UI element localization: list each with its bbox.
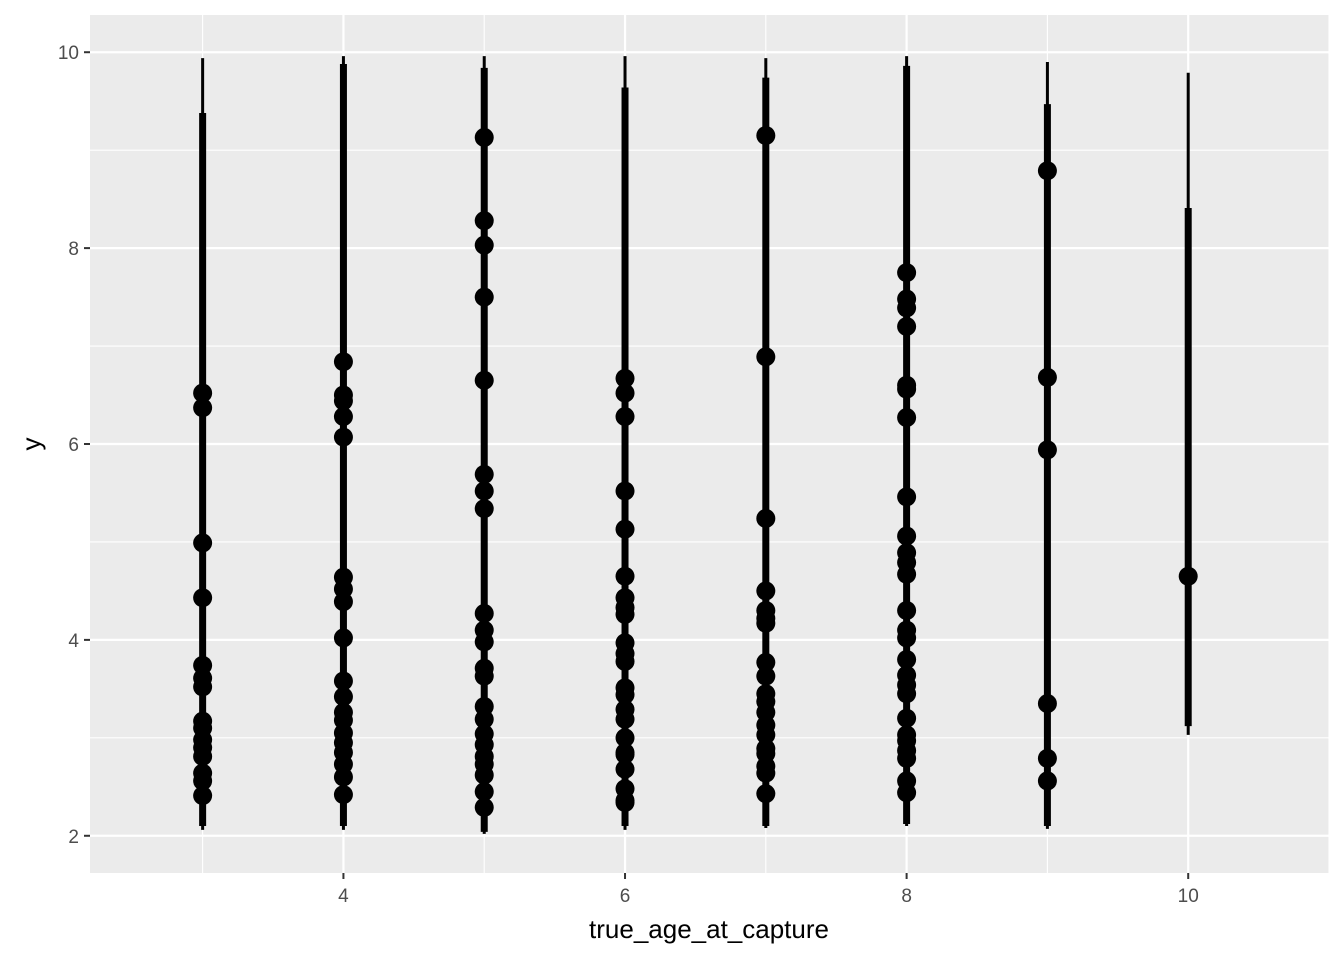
- y-tick-label: 4: [68, 631, 79, 652]
- data-point: [193, 588, 213, 608]
- x-tick-label: 6: [620, 886, 631, 907]
- data-point: [615, 728, 635, 748]
- x-tick-labels: 4 6 8 10: [338, 886, 1199, 907]
- data-marks: [193, 56, 1198, 834]
- data-point: [474, 666, 494, 686]
- x-tick-label: 10: [1178, 886, 1199, 907]
- y-tick-label: 8: [68, 239, 79, 260]
- data-point: [615, 519, 635, 539]
- data-point: [756, 666, 776, 686]
- data-point: [897, 748, 917, 768]
- data-point: [333, 407, 353, 427]
- data-point: [897, 783, 917, 803]
- data-point: [615, 709, 635, 729]
- data-point: [474, 235, 494, 255]
- data-point: [897, 601, 917, 621]
- y-tick-label: 10: [58, 43, 79, 64]
- data-point: [474, 632, 494, 652]
- data-point: [333, 352, 353, 372]
- data-point: [756, 125, 776, 145]
- data-point: [756, 725, 776, 745]
- data-point: [1178, 566, 1198, 586]
- data-point: [474, 481, 494, 501]
- data-point: [756, 613, 776, 633]
- data-point: [615, 368, 635, 388]
- data-point: [615, 792, 635, 812]
- data-point: [756, 581, 776, 601]
- data-point: [333, 592, 353, 612]
- y-axis-title: y: [16, 438, 46, 451]
- data-point: [756, 652, 776, 672]
- data-point: [897, 487, 917, 507]
- data-point: [897, 649, 917, 669]
- data-point: [615, 651, 635, 671]
- data-point: [474, 464, 494, 484]
- data-point: [756, 763, 776, 783]
- data-point: [615, 759, 635, 779]
- data-point: [474, 709, 494, 729]
- data-point: [474, 499, 494, 519]
- data-point: [1037, 367, 1057, 387]
- data-point: [897, 708, 917, 728]
- data-point: [1037, 748, 1057, 768]
- data-point: [333, 767, 353, 787]
- data-point: [615, 407, 635, 427]
- data-point: [897, 298, 917, 318]
- data-point: [193, 677, 213, 697]
- data-point: [333, 628, 353, 648]
- data-point: [1037, 694, 1057, 714]
- data-point: [615, 744, 635, 764]
- data-point: [333, 687, 353, 707]
- data-point: [1037, 161, 1057, 181]
- data-point: [193, 533, 213, 553]
- data-point: [333, 391, 353, 411]
- data-point: [897, 628, 917, 648]
- data-point: [474, 782, 494, 802]
- y-tick-label: 2: [68, 827, 79, 848]
- data-point: [193, 398, 213, 418]
- data-point: [474, 211, 494, 231]
- data-point: [897, 526, 917, 546]
- data-point: [333, 427, 353, 447]
- data-point: [193, 383, 213, 403]
- data-point: [193, 746, 213, 766]
- data-point: [756, 508, 776, 528]
- x-tick-label: 4: [338, 886, 349, 907]
- data-point: [193, 771, 213, 791]
- data-point: [474, 603, 494, 623]
- axis-ticks: [84, 51, 1190, 879]
- data-point: [756, 784, 776, 804]
- data-point: [615, 566, 635, 586]
- data-point: [193, 786, 213, 806]
- x-axis-title: true_age_at_capture: [589, 914, 829, 944]
- data-point: [615, 481, 635, 501]
- data-point: [897, 316, 917, 336]
- y-tick-label: 6: [68, 435, 79, 456]
- data-point: [474, 765, 494, 785]
- data-point: [474, 287, 494, 307]
- data-point: [333, 785, 353, 805]
- x-tick-label: 8: [901, 886, 912, 907]
- data-point: [474, 127, 494, 147]
- data-point: [615, 604, 635, 624]
- data-point: [1037, 771, 1057, 791]
- data-point: [333, 671, 353, 691]
- data-point: [897, 379, 917, 399]
- data-point: [615, 383, 635, 403]
- data-point: [897, 263, 917, 283]
- data-point: [474, 370, 494, 390]
- data-point: [615, 685, 635, 705]
- data-point: [474, 797, 494, 817]
- data-point: [1037, 440, 1057, 460]
- data-point: [897, 408, 917, 428]
- data-point: [897, 564, 917, 584]
- data-point: [756, 347, 776, 367]
- data-point: [897, 684, 917, 704]
- y-tick-labels: 2 4 6 8 10: [58, 43, 80, 848]
